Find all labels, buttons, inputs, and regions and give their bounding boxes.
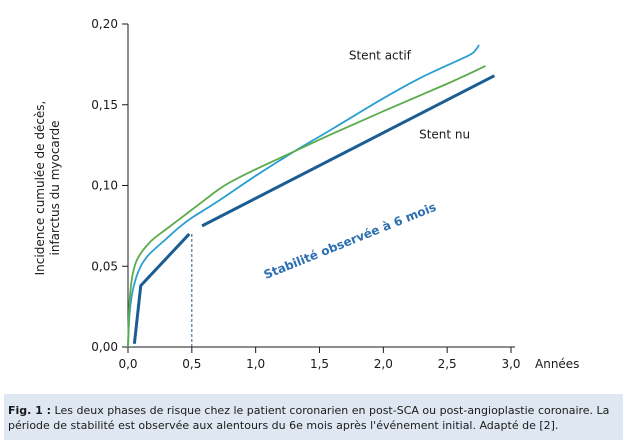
series-line-stent-nu	[201, 74, 496, 228]
chart: 0,0 0,5 1,0 1,5 2,0 2,5 3,0 0,00 0,05 0,10 0,15 0,2…	[33, 17, 579, 371]
series-layer	[127, 44, 496, 348]
caption-box	[4, 394, 623, 440]
x-axis-label: Années	[535, 357, 579, 371]
y-tick-label: 0,05	[91, 259, 118, 273]
annotation-label: Stent nu	[419, 128, 470, 142]
y-tick-label: 0,20	[91, 17, 118, 31]
series-line-series-2	[127, 65, 486, 348]
annotation-label: Stabilité observée à 6 mois	[262, 200, 438, 282]
series-line-stent-nu	[132, 232, 191, 344]
annotation-label: Stent actif	[349, 49, 412, 63]
caption-label: Fig. 1 :	[8, 404, 52, 417]
x-tick-label: 1,5	[310, 357, 329, 371]
x-tick-label: 1,0	[246, 357, 265, 371]
y-axis-label-line: Incidence cumulée de décès,	[33, 101, 47, 276]
annotations: Stent actif Stent nu Stabilité observée à …	[262, 49, 470, 282]
y-axis-label: Incidence cumulée de décès, infarctus du …	[33, 101, 62, 276]
y-axis-label-line: infarctus du myocarde	[48, 120, 62, 255]
figure-caption: Fig. 1 : Les deux phases de risque chez …	[8, 403, 620, 433]
caption-text: Les deux phases de risque chez le patien…	[8, 404, 610, 432]
y-tick-label: 0,15	[91, 98, 118, 112]
x-tick-label: 0,0	[118, 357, 137, 371]
series-line-stent-actif	[127, 44, 480, 348]
y-tick-label: 0,00	[91, 340, 118, 354]
axes: 0,0 0,5 1,0 1,5 2,0 2,5 3,0 0,00 0,05 0,10 0,15 0,2…	[33, 17, 579, 371]
x-tick-label: 2,5	[438, 357, 457, 371]
x-tick-label: 3,0	[501, 357, 520, 371]
y-tick-label: 0,10	[91, 179, 118, 193]
x-tick-label: 2,0	[374, 357, 393, 371]
x-tick-label: 0,5	[182, 357, 201, 371]
